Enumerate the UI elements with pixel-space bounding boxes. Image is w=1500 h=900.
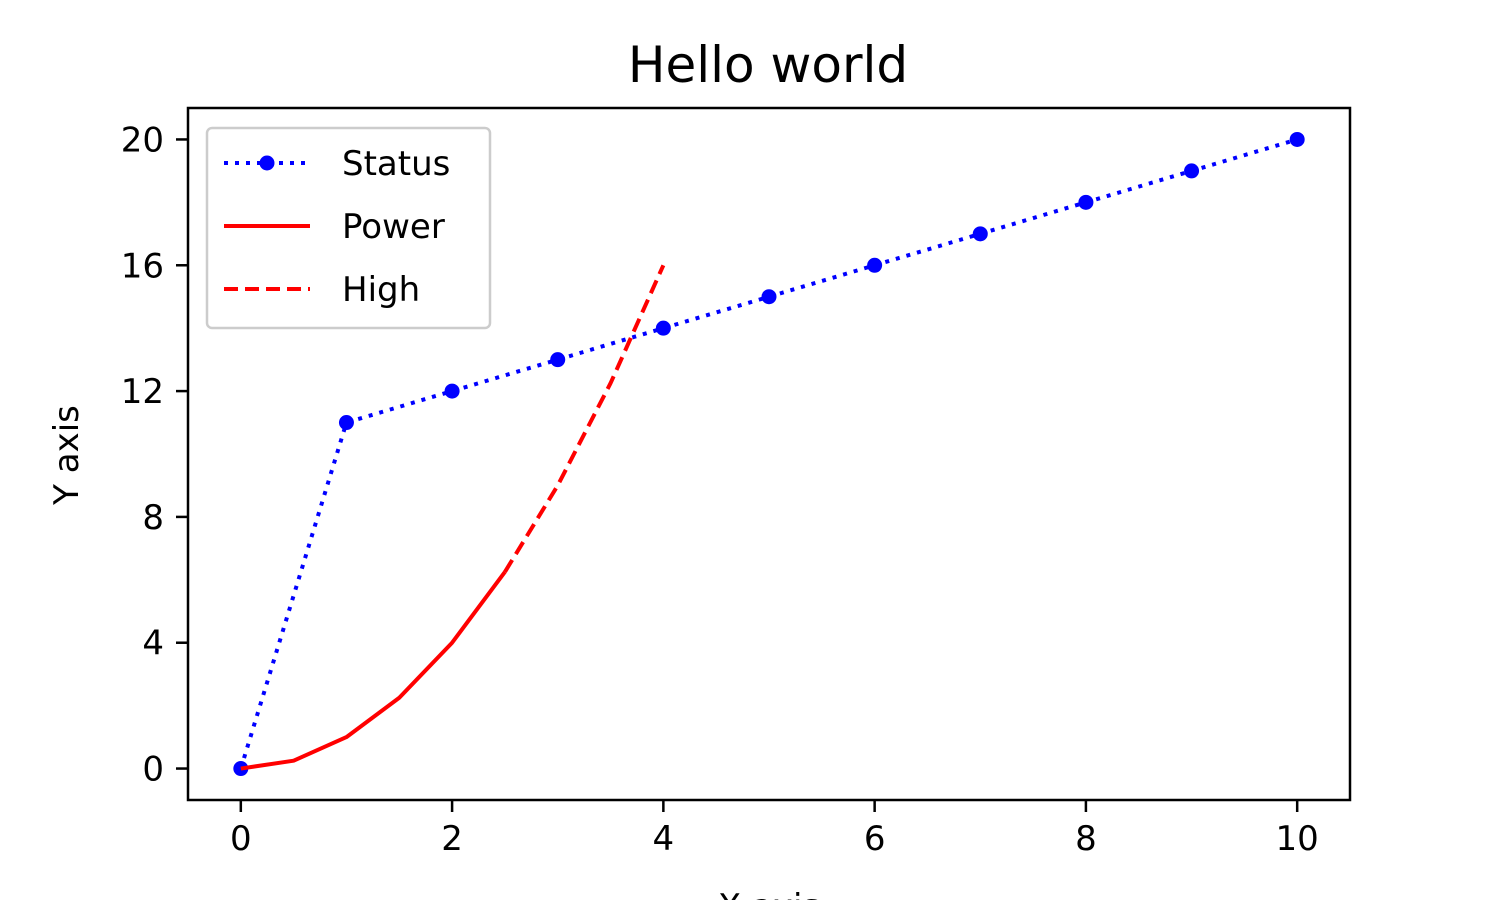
plot-area-frame <box>186 106 1352 802</box>
data-point-status <box>1078 194 1094 210</box>
y-tick-label: 20 <box>121 120 164 160</box>
data-point-status <box>655 320 671 336</box>
chart-title: Hello world <box>628 36 908 94</box>
series-line-high <box>503 264 666 573</box>
legend-label-high: High <box>342 270 420 310</box>
legend-label-power: Power <box>342 207 445 247</box>
y-tick-label: 4 <box>142 624 164 664</box>
series-line-power <box>240 570 507 771</box>
data-point-status <box>338 415 354 431</box>
x-tick-label: 8 <box>1075 819 1097 859</box>
y-tick-label: 8 <box>142 498 164 538</box>
x-axis-ticks: 0 2 4 6 8 10 <box>230 800 1319 859</box>
y-tick-label: 16 <box>121 246 164 286</box>
data-point-status <box>867 257 883 273</box>
x-tick-label: 10 <box>1276 819 1319 859</box>
legend-marker-status <box>259 155 275 171</box>
data-point-status <box>1184 163 1200 179</box>
data-point-status <box>972 226 988 242</box>
legend: Status Power High <box>205 126 492 330</box>
x-tick-label: 2 <box>441 819 463 859</box>
y-tick-label: 0 <box>142 750 164 790</box>
x-tick-label: 6 <box>864 819 886 859</box>
data-point-status <box>1289 131 1305 147</box>
x-tick-label: 4 <box>653 819 675 859</box>
series-layer <box>233 131 1305 777</box>
x-tick-label: 0 <box>230 819 252 859</box>
y-axis-label: Y axis <box>47 405 87 506</box>
data-point-status <box>550 352 566 368</box>
y-axis-ticks: 0 4 8 12 16 20 <box>121 120 188 790</box>
legend-label-status: Status <box>342 144 450 184</box>
x-axis-label: X axis <box>718 887 820 900</box>
data-point-status <box>444 383 460 399</box>
y-tick-label: 12 <box>121 372 164 412</box>
data-point-status <box>761 289 777 305</box>
legend-box <box>205 126 492 330</box>
